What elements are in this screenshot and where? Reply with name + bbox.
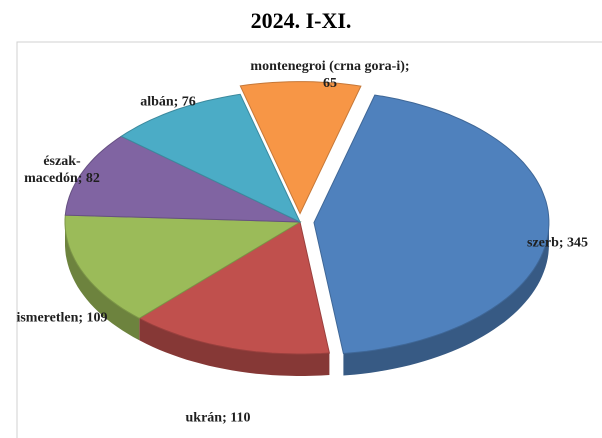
slice-side — [65, 222, 140, 341]
data-label: albán; 76 — [140, 94, 196, 110]
data-label: ismeretlen; 109 — [16, 310, 108, 326]
slice — [64, 214, 302, 319]
data-label: szerb; 345 — [527, 235, 589, 251]
slice — [313, 94, 550, 355]
slice — [239, 81, 362, 215]
chart-title: 2024. I-XI. — [250, 8, 352, 33]
chart-frame — [16, 41, 602, 438]
data-label: ukrán; 110 — [185, 410, 251, 426]
slice — [138, 221, 331, 355]
data-label: montenegroi (crna gora-i); 65 — [250, 59, 410, 91]
slice — [120, 93, 302, 224]
slice-side — [343, 222, 549, 376]
data-label: észak-macedón; 82 — [24, 154, 100, 186]
slice-side — [139, 318, 330, 376]
slice — [64, 135, 301, 223]
